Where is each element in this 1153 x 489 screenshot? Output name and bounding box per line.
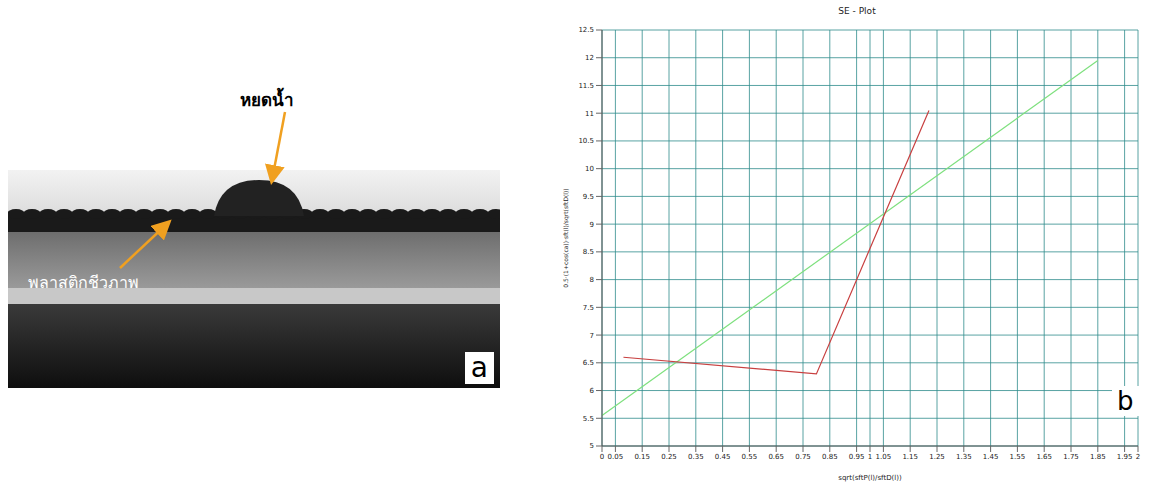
svg-text:8: 8 <box>590 276 594 284</box>
svg-text:sqrt(sftP(l)/sftD(l)): sqrt(sftP(l)/sftD(l)) <box>838 474 902 482</box>
svg-text:1: 1 <box>868 453 872 461</box>
svg-text:0.65: 0.65 <box>768 453 784 461</box>
svg-text:0.45: 0.45 <box>715 453 731 461</box>
html-text:SE - Plot: SE - Plot <box>838 6 876 16</box>
svg-text:1.25: 1.25 <box>929 453 945 461</box>
svg-text:1.85: 1.85 <box>1090 453 1106 461</box>
svg-text:7: 7 <box>590 332 594 340</box>
svg-text:0.75: 0.75 <box>795 453 811 461</box>
svg-text:12: 12 <box>585 54 594 62</box>
html-text:พลาสติกชีวภาพ: พลาสติกชีวภาพ <box>28 273 139 292</box>
svg-text:12.5: 12.5 <box>578 26 594 34</box>
svg-text:0.5·(1+cos(ca))·sft(l)/sqrt(sf: 0.5·(1+cos(ca))·sft(l)/sqrt(sftD(l)) <box>562 188 570 287</box>
svg-text:2: 2 <box>1136 453 1140 461</box>
svg-text:0.15: 0.15 <box>634 453 650 461</box>
html-text:a: a <box>470 351 488 384</box>
svg-text:11: 11 <box>585 110 594 118</box>
svg-text:9: 9 <box>590 221 594 229</box>
svg-text:10.5: 10.5 <box>578 137 594 145</box>
svg-text:10: 10 <box>585 165 594 173</box>
svg-text:1.75: 1.75 <box>1063 453 1079 461</box>
svg-text:1.65: 1.65 <box>1036 453 1052 461</box>
svg-text:0.85: 0.85 <box>822 453 838 461</box>
svg-text:1.15: 1.15 <box>902 453 918 461</box>
svg-text:6.5: 6.5 <box>583 359 594 367</box>
html-text:หยดน้ำ: หยดน้ำ <box>240 90 294 110</box>
html-text:b: b <box>1117 386 1134 416</box>
svg-text:5.5: 5.5 <box>583 415 594 423</box>
svg-text:0: 0 <box>600 453 604 461</box>
svg-text:8.5: 8.5 <box>583 248 594 256</box>
svg-text:11.5: 11.5 <box>578 82 594 90</box>
svg-text:1.45: 1.45 <box>983 453 999 461</box>
svg-text:1.95: 1.95 <box>1117 453 1133 461</box>
svg-text:1.35: 1.35 <box>956 453 972 461</box>
svg-text:0.25: 0.25 <box>661 453 677 461</box>
svg-text:9.5: 9.5 <box>583 193 594 201</box>
svg-text:5: 5 <box>590 442 594 450</box>
svg-text:0.55: 0.55 <box>742 453 758 461</box>
svg-text:0.95: 0.95 <box>849 453 865 461</box>
svg-text:6: 6 <box>590 387 595 395</box>
svg-text:1.55: 1.55 <box>1010 453 1026 461</box>
svg-text:1.05: 1.05 <box>876 453 892 461</box>
svg-text:0.05: 0.05 <box>608 453 624 461</box>
svg-text:0.35: 0.35 <box>688 453 704 461</box>
svg-text:7.5: 7.5 <box>583 304 594 312</box>
